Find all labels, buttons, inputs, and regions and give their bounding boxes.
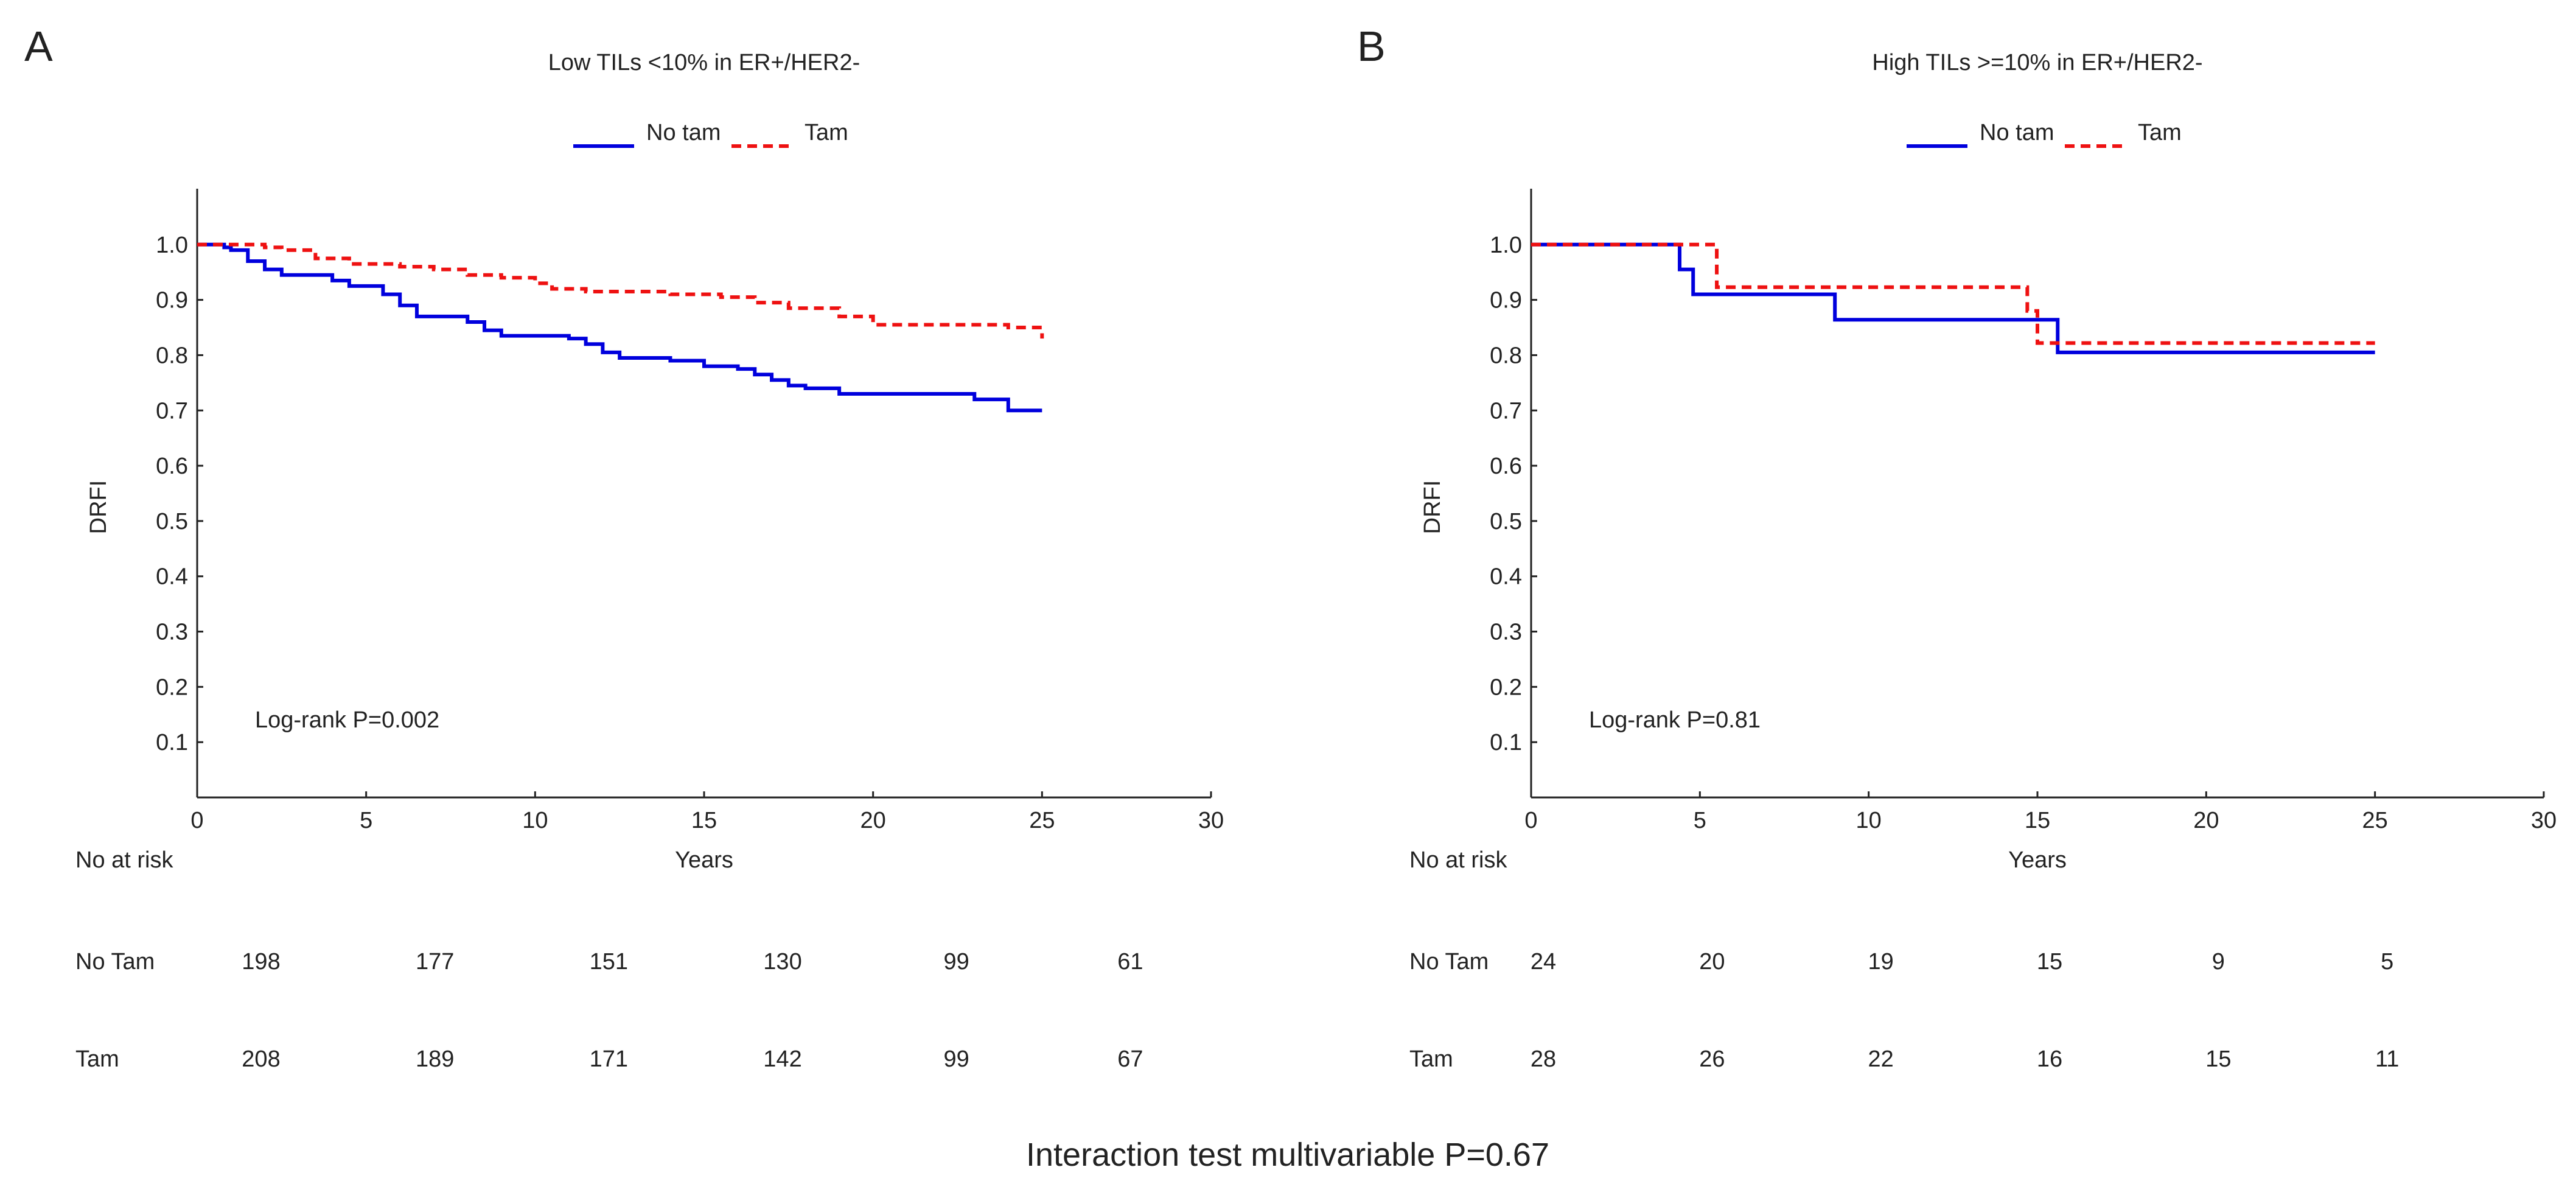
- x-tick-label: 20: [2193, 808, 2219, 833]
- risk-count: 5: [2381, 949, 2393, 975]
- panel-B: B High TILs >=10% in ER+/HER2- No tam Tam 0.…: [1357, 23, 2557, 1072]
- risk-count: 22: [1868, 1046, 1894, 1072]
- y-tick-label: 0.3: [1490, 620, 1522, 645]
- x-tick-label: 10: [522, 808, 548, 833]
- risk-count: 16: [2037, 1046, 2062, 1072]
- risk-count: 151: [590, 949, 628, 975]
- panel-A: A Low TILs <10% in ER+/HER2- No tam Tam 0.1 0…: [24, 23, 1224, 1072]
- x-tick-label: 15: [691, 808, 717, 833]
- risk-count: 9: [2212, 949, 2225, 975]
- y-tick-label: 0.9: [1490, 288, 1522, 314]
- y-tick-label: 0.4: [156, 564, 188, 590]
- risk-count: 19: [1868, 949, 1894, 975]
- interaction-test-footer: Interaction test multivariable P=0.67: [1026, 1137, 1549, 1173]
- x-tick-label: 25: [1029, 808, 1055, 833]
- risk-count: 177: [416, 949, 454, 975]
- risk-count: 99: [944, 1046, 969, 1072]
- risk-count: 198: [242, 949, 280, 975]
- series-tam-curve: [197, 242, 1044, 339]
- x-tick-label: 0: [1524, 808, 1537, 833]
- risk-count: 142: [763, 1046, 801, 1072]
- risk-table-header: No at risk: [75, 847, 173, 873]
- y-tick-label: 0.3: [156, 620, 188, 645]
- legend-label: Tam: [805, 120, 848, 145]
- risk-table: No at risk No Tam 24 20 19 15 9 5 Tam 28 26 22 16 15 1…: [1409, 847, 2399, 1072]
- y-tick-label: 0.5: [156, 509, 188, 534]
- risk-count: 99: [944, 949, 969, 975]
- x-axis-label: Years: [675, 847, 733, 873]
- y-tick-label: 0.4: [1490, 564, 1522, 590]
- legend-label: No tam: [646, 120, 721, 145]
- risk-count: 208: [242, 1046, 280, 1072]
- legend-label: Tam: [2138, 120, 2182, 145]
- y-tick-label: 0.8: [156, 343, 188, 368]
- risk-row-label: No Tam: [75, 949, 155, 975]
- y-tick-label: 0.2: [1490, 674, 1522, 700]
- risk-row-label: Tam: [75, 1046, 119, 1072]
- series-no-tam-curve: [197, 242, 1042, 413]
- x-tick-label: 25: [2362, 808, 2388, 833]
- x-tick-label: 20: [860, 808, 886, 833]
- y-tick-label: 0.9: [156, 288, 188, 314]
- risk-count: 24: [1531, 949, 1556, 975]
- x-axis-label: Years: [2008, 847, 2067, 873]
- risk-table-header: No at risk: [1409, 847, 1507, 873]
- risk-count: 130: [763, 949, 801, 975]
- y-tick-label: 0.1: [156, 730, 188, 755]
- risk-count: 20: [1699, 949, 1725, 975]
- y-axis-label: DRFI: [86, 480, 111, 534]
- x-tick-label: 0: [190, 808, 203, 833]
- y-tick-label: 0.6: [1490, 454, 1522, 479]
- y-axis-label: DRFI: [1420, 480, 1445, 534]
- risk-count: 26: [1699, 1046, 1725, 1072]
- risk-count: 61: [1117, 949, 1143, 975]
- panel-label: B: [1357, 23, 1386, 70]
- x-tick-label: 5: [1694, 808, 1706, 833]
- x-tick-label: 30: [1198, 808, 1224, 833]
- panel-label: A: [24, 23, 53, 70]
- y-tick-label: 0.6: [156, 454, 188, 479]
- legend-label: No tam: [1980, 120, 2054, 145]
- chart-title: High TILs >=10% in ER+/HER2-: [1872, 50, 2202, 75]
- risk-count: 189: [416, 1046, 454, 1072]
- risk-count: 15: [2205, 1046, 2231, 1072]
- risk-count: 171: [590, 1046, 628, 1072]
- y-tick-label: 1.0: [1490, 233, 1522, 258]
- series-tam-curve: [1531, 242, 2375, 345]
- risk-count: 11: [2375, 1046, 2399, 1072]
- y-tick-label: 0.7: [1490, 398, 1522, 424]
- log-rank-annotation: Log-rank P=0.002: [255, 707, 439, 733]
- y-tick-label: 0.5: [1490, 509, 1522, 534]
- x-tick-label: 10: [1856, 808, 1882, 833]
- y-tick-label: 0.2: [156, 674, 188, 700]
- x-tick-label: 15: [2025, 808, 2050, 833]
- series-no-tam-curve: [1531, 242, 2375, 354]
- y-tick-label: 0.7: [156, 398, 188, 424]
- risk-count: 28: [1531, 1046, 1556, 1072]
- y-tick-label: 0.1: [1490, 730, 1522, 755]
- legend: No tam Tam: [573, 120, 848, 148]
- legend: No tam Tam: [1907, 120, 2182, 148]
- risk-count: 15: [2037, 949, 2062, 975]
- x-tick-label: 30: [2531, 808, 2557, 833]
- risk-table: No at risk No Tam 198 177 151 130 99 61 Tam 208 18…: [75, 847, 1143, 1072]
- x-tick-label: 5: [360, 808, 372, 833]
- log-rank-annotation: Log-rank P=0.81: [1589, 707, 1761, 733]
- chart-title: Low TILs <10% in ER+/HER2-: [548, 50, 860, 75]
- risk-row-label: Tam: [1409, 1046, 1453, 1072]
- risk-row-label: No Tam: [1409, 949, 1489, 975]
- y-tick-label: 0.8: [1490, 343, 1522, 368]
- y-tick-label: 1.0: [156, 233, 188, 258]
- risk-count: 67: [1117, 1046, 1143, 1072]
